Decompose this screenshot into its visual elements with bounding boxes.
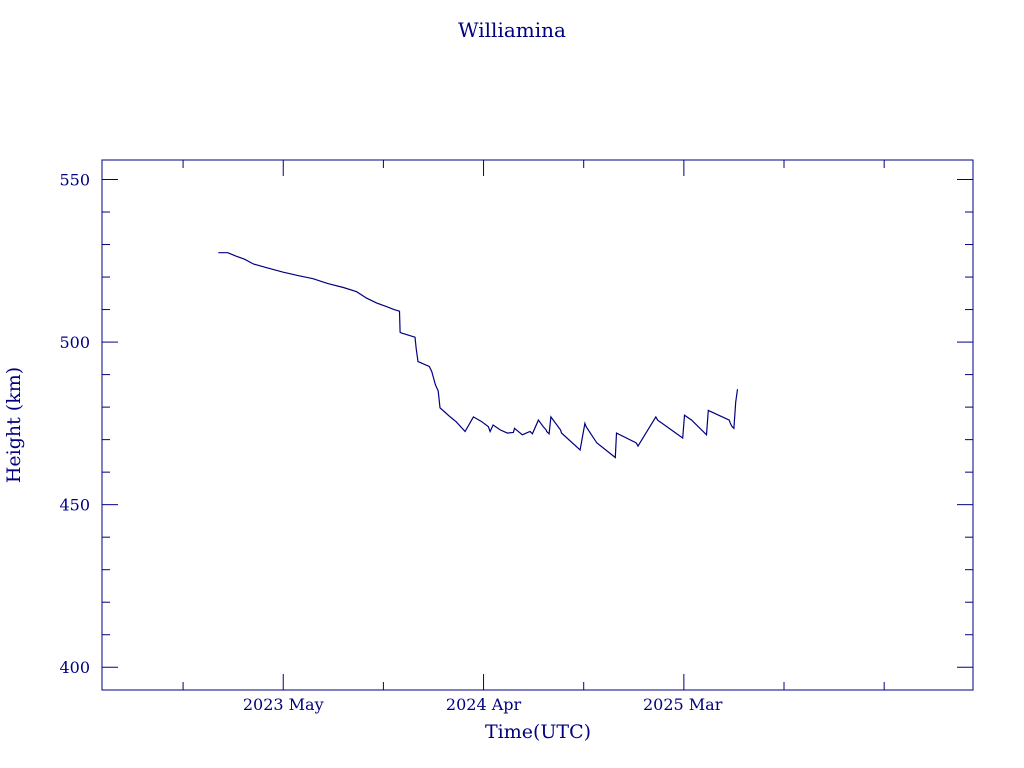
y-tick-label-400: 400: [59, 658, 90, 677]
y-axis-ticks: [102, 179, 973, 668]
height-series-line: [218, 252, 739, 459]
y-tick-label-500: 500: [59, 333, 90, 352]
y-axis-label: Height (km): [3, 367, 25, 483]
plot-frame: [101, 159, 974, 691]
x-axis-label: Time(UTC): [485, 721, 591, 743]
x-tick-label-2024-apr: 2024 Apr: [446, 695, 522, 714]
chart-title: Williamina: [458, 18, 566, 42]
x-axis-ticks: [182, 160, 885, 690]
x-tick-label-2025-mar: 2025 Mar: [643, 695, 723, 714]
y-tick-label-450: 450: [59, 496, 90, 515]
x-tick-label-2023-may: 2023 May: [243, 695, 324, 714]
y-tick-label-550: 550: [59, 171, 90, 190]
